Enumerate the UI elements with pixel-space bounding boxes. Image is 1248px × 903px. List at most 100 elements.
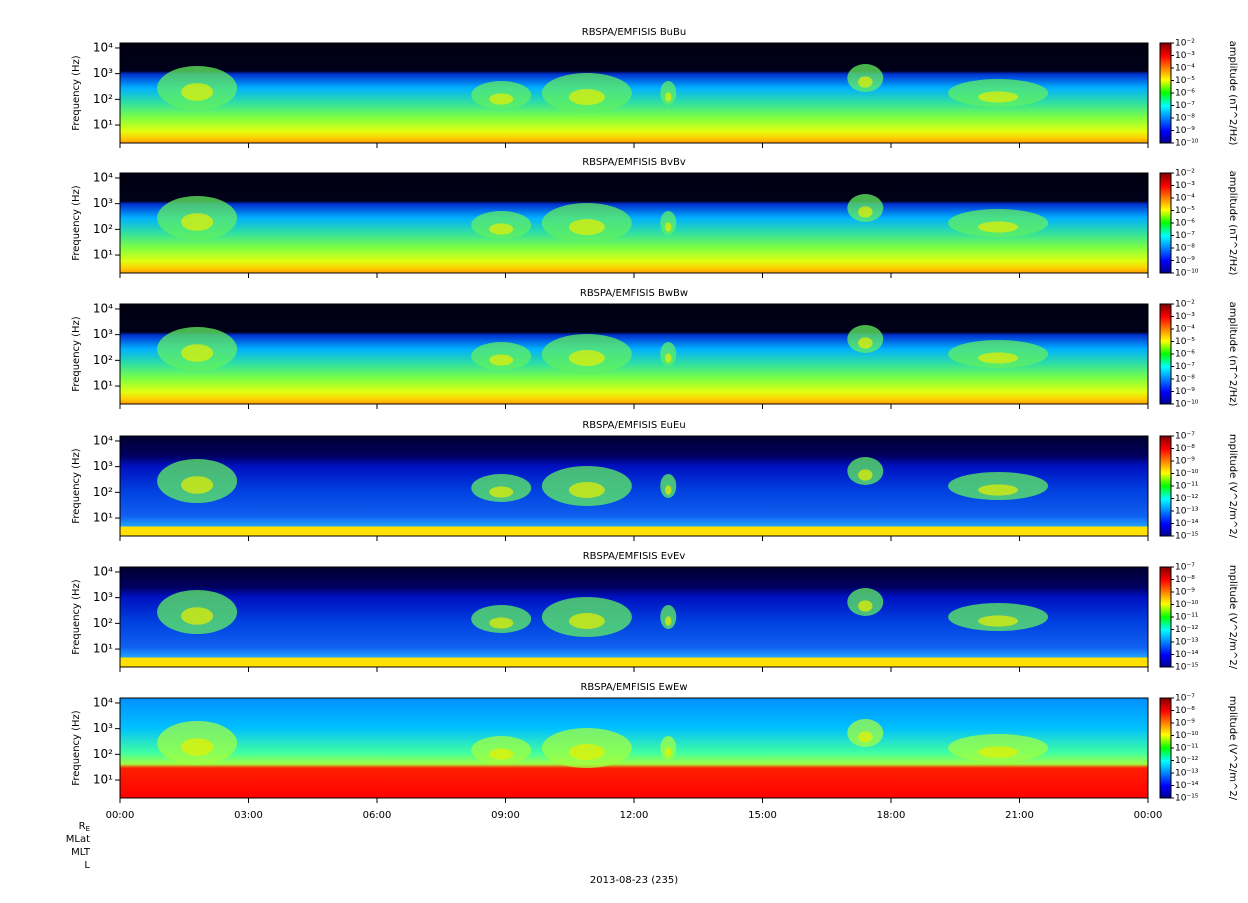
colorbar-tick-label: 10⁻⁹ [1175,126,1195,136]
colorbar-tick-label: 10⁻³ [1175,51,1195,61]
emission-core [181,738,214,756]
colorbar-tick-label: 10⁻⁷ [1175,362,1195,372]
y-axis-label: Frequency (Hz) [71,55,82,131]
emission-core [181,83,214,101]
y-tick-label: 10² [93,353,113,367]
colorbar-tick-label: 10⁻¹⁴ [1175,781,1199,791]
y-tick-label: 10³ [93,459,113,473]
colorbar-tick-label: 10⁻² [1175,300,1195,310]
emission-core [665,747,672,757]
y-tick-label: 10⁴ [93,301,113,315]
emission-core [978,352,1019,364]
colorbar-tick-label: 10⁻¹⁴ [1175,650,1199,660]
y-axis-label: Frequency (Hz) [71,710,82,786]
emission-core [181,607,214,625]
y-tick-label: 10¹ [93,118,113,132]
emission-core [978,746,1019,758]
y-axis-label: Frequency (Hz) [71,579,82,655]
x-tick-label: 15:00 [748,810,777,821]
x-tick-label: 09:00 [491,810,520,821]
emission-core [568,744,605,760]
colorbar-tick-label: 10⁻¹¹ [1175,613,1199,623]
colorbar-tick-label: 10⁻⁸ [1175,706,1195,716]
panel-title: RBSPA/EMFISIS BuBu [582,27,686,38]
y-tick-label: 10¹ [93,642,113,656]
emission-core [665,485,672,495]
emission-core [665,92,672,102]
colorbar-tick-label: 10⁻⁴ [1175,325,1195,335]
colorbar-tick-label: 10⁻⁶ [1175,350,1195,360]
emission-core [568,89,605,105]
y-axis-label: Frequency (Hz) [71,448,82,524]
colorbar [1159,42,1172,144]
x-tick-label: 12:00 [620,810,649,821]
emission-core [858,76,873,88]
colorbar-tick-label: 10⁻⁹ [1175,588,1195,598]
x-tick-label: 21:00 [1005,810,1034,821]
emission-core [665,222,672,232]
colorbar-tick-label: 10⁻⁸ [1175,244,1195,254]
colorbar-tick-label: 10⁻⁹ [1175,719,1195,729]
y-tick-label: 10³ [93,590,113,604]
colorbar-tick-label: 10⁻² [1175,39,1195,49]
colorbar-tick-label: 10⁻¹⁵ [1175,663,1199,673]
emission-core [181,476,214,494]
x-tick-label: 00:00 [1134,810,1163,821]
emission-core [858,469,873,481]
colorbar-tick-label: 10⁻¹³ [1175,769,1199,779]
colorbar-tick-label: 10⁻³ [1175,312,1195,322]
colorbar-tick-label: 10⁻⁸ [1175,375,1195,385]
x-tick-label: 18:00 [877,810,906,821]
colorbar-tick-label: 10⁻¹⁰ [1175,600,1199,610]
colorbar-tick-label: 10⁻¹⁰ [1175,139,1199,149]
colorbar-tick-label: 10⁻⁷ [1175,432,1195,442]
re-base: R [79,821,86,832]
y-tick-label: 10¹ [93,379,113,393]
colorbar-tick-label: 10⁻¹⁰ [1175,469,1199,479]
emission-core [858,337,873,349]
emission-core [858,206,873,218]
emission-core [489,354,514,366]
y-tick-label: 10² [93,616,113,630]
colorbar-tick-label: 10⁻¹² [1175,625,1199,635]
colorbar-label: amplitude (nT^2/Hz) [1227,302,1238,407]
emission-core [568,350,605,366]
footer-label: MLT [71,847,91,858]
y-tick-label: 10² [93,222,113,236]
colorbar-tick-label: 10⁻¹⁰ [1175,731,1199,741]
colorbar-tick-label: 10⁻¹⁵ [1175,532,1199,542]
y-tick-label: 10⁴ [93,40,113,54]
colorbar-label: mplitude (V^2/m^2/ [1227,434,1238,539]
x-tick-label: 03:00 [234,810,263,821]
colorbar-tick-label: 10⁻¹² [1175,756,1199,766]
colorbar [1159,566,1172,668]
y-tick-label: 10⁴ [93,433,113,447]
colorbar-tick-label: 10⁻¹⁰ [1175,400,1199,410]
emission-core [978,484,1019,496]
emission-core [978,221,1019,233]
y-tick-label: 10² [93,92,113,106]
panel-title: RBSPA/EMFISIS EuEu [582,420,685,431]
panel-title: RBSPA/EMFISIS EvEv [583,551,686,562]
date-label: 2013-08-23 (235) [590,875,678,886]
colorbar-tick-label: 10⁻⁴ [1175,194,1195,204]
colorbar-label: mplitude (V^2/m^2/ [1227,565,1238,670]
colorbar-tick-label: 10⁻¹⁴ [1175,519,1199,529]
colorbar [1159,435,1172,537]
panel-title: RBSPA/EMFISIS BwBw [580,288,688,299]
y-tick-label: 10¹ [93,248,113,262]
x-tick-label: 06:00 [363,810,392,821]
panel-title: RBSPA/EMFISIS EwEw [580,682,687,693]
emission-core [665,353,672,363]
colorbar-tick-label: 10⁻⁸ [1175,114,1195,124]
colorbar [1159,303,1172,405]
colorbar-tick-label: 10⁻¹² [1175,494,1199,504]
emission-core [568,613,605,629]
colorbar-tick-label: 10⁻⁶ [1175,89,1195,99]
emission-core [568,482,605,498]
colorbar-tick-label: 10⁻³ [1175,181,1195,191]
emission-core [978,91,1019,103]
emission-core [489,486,514,498]
y-tick-label: 10¹ [93,773,113,787]
colorbar [1159,172,1172,274]
